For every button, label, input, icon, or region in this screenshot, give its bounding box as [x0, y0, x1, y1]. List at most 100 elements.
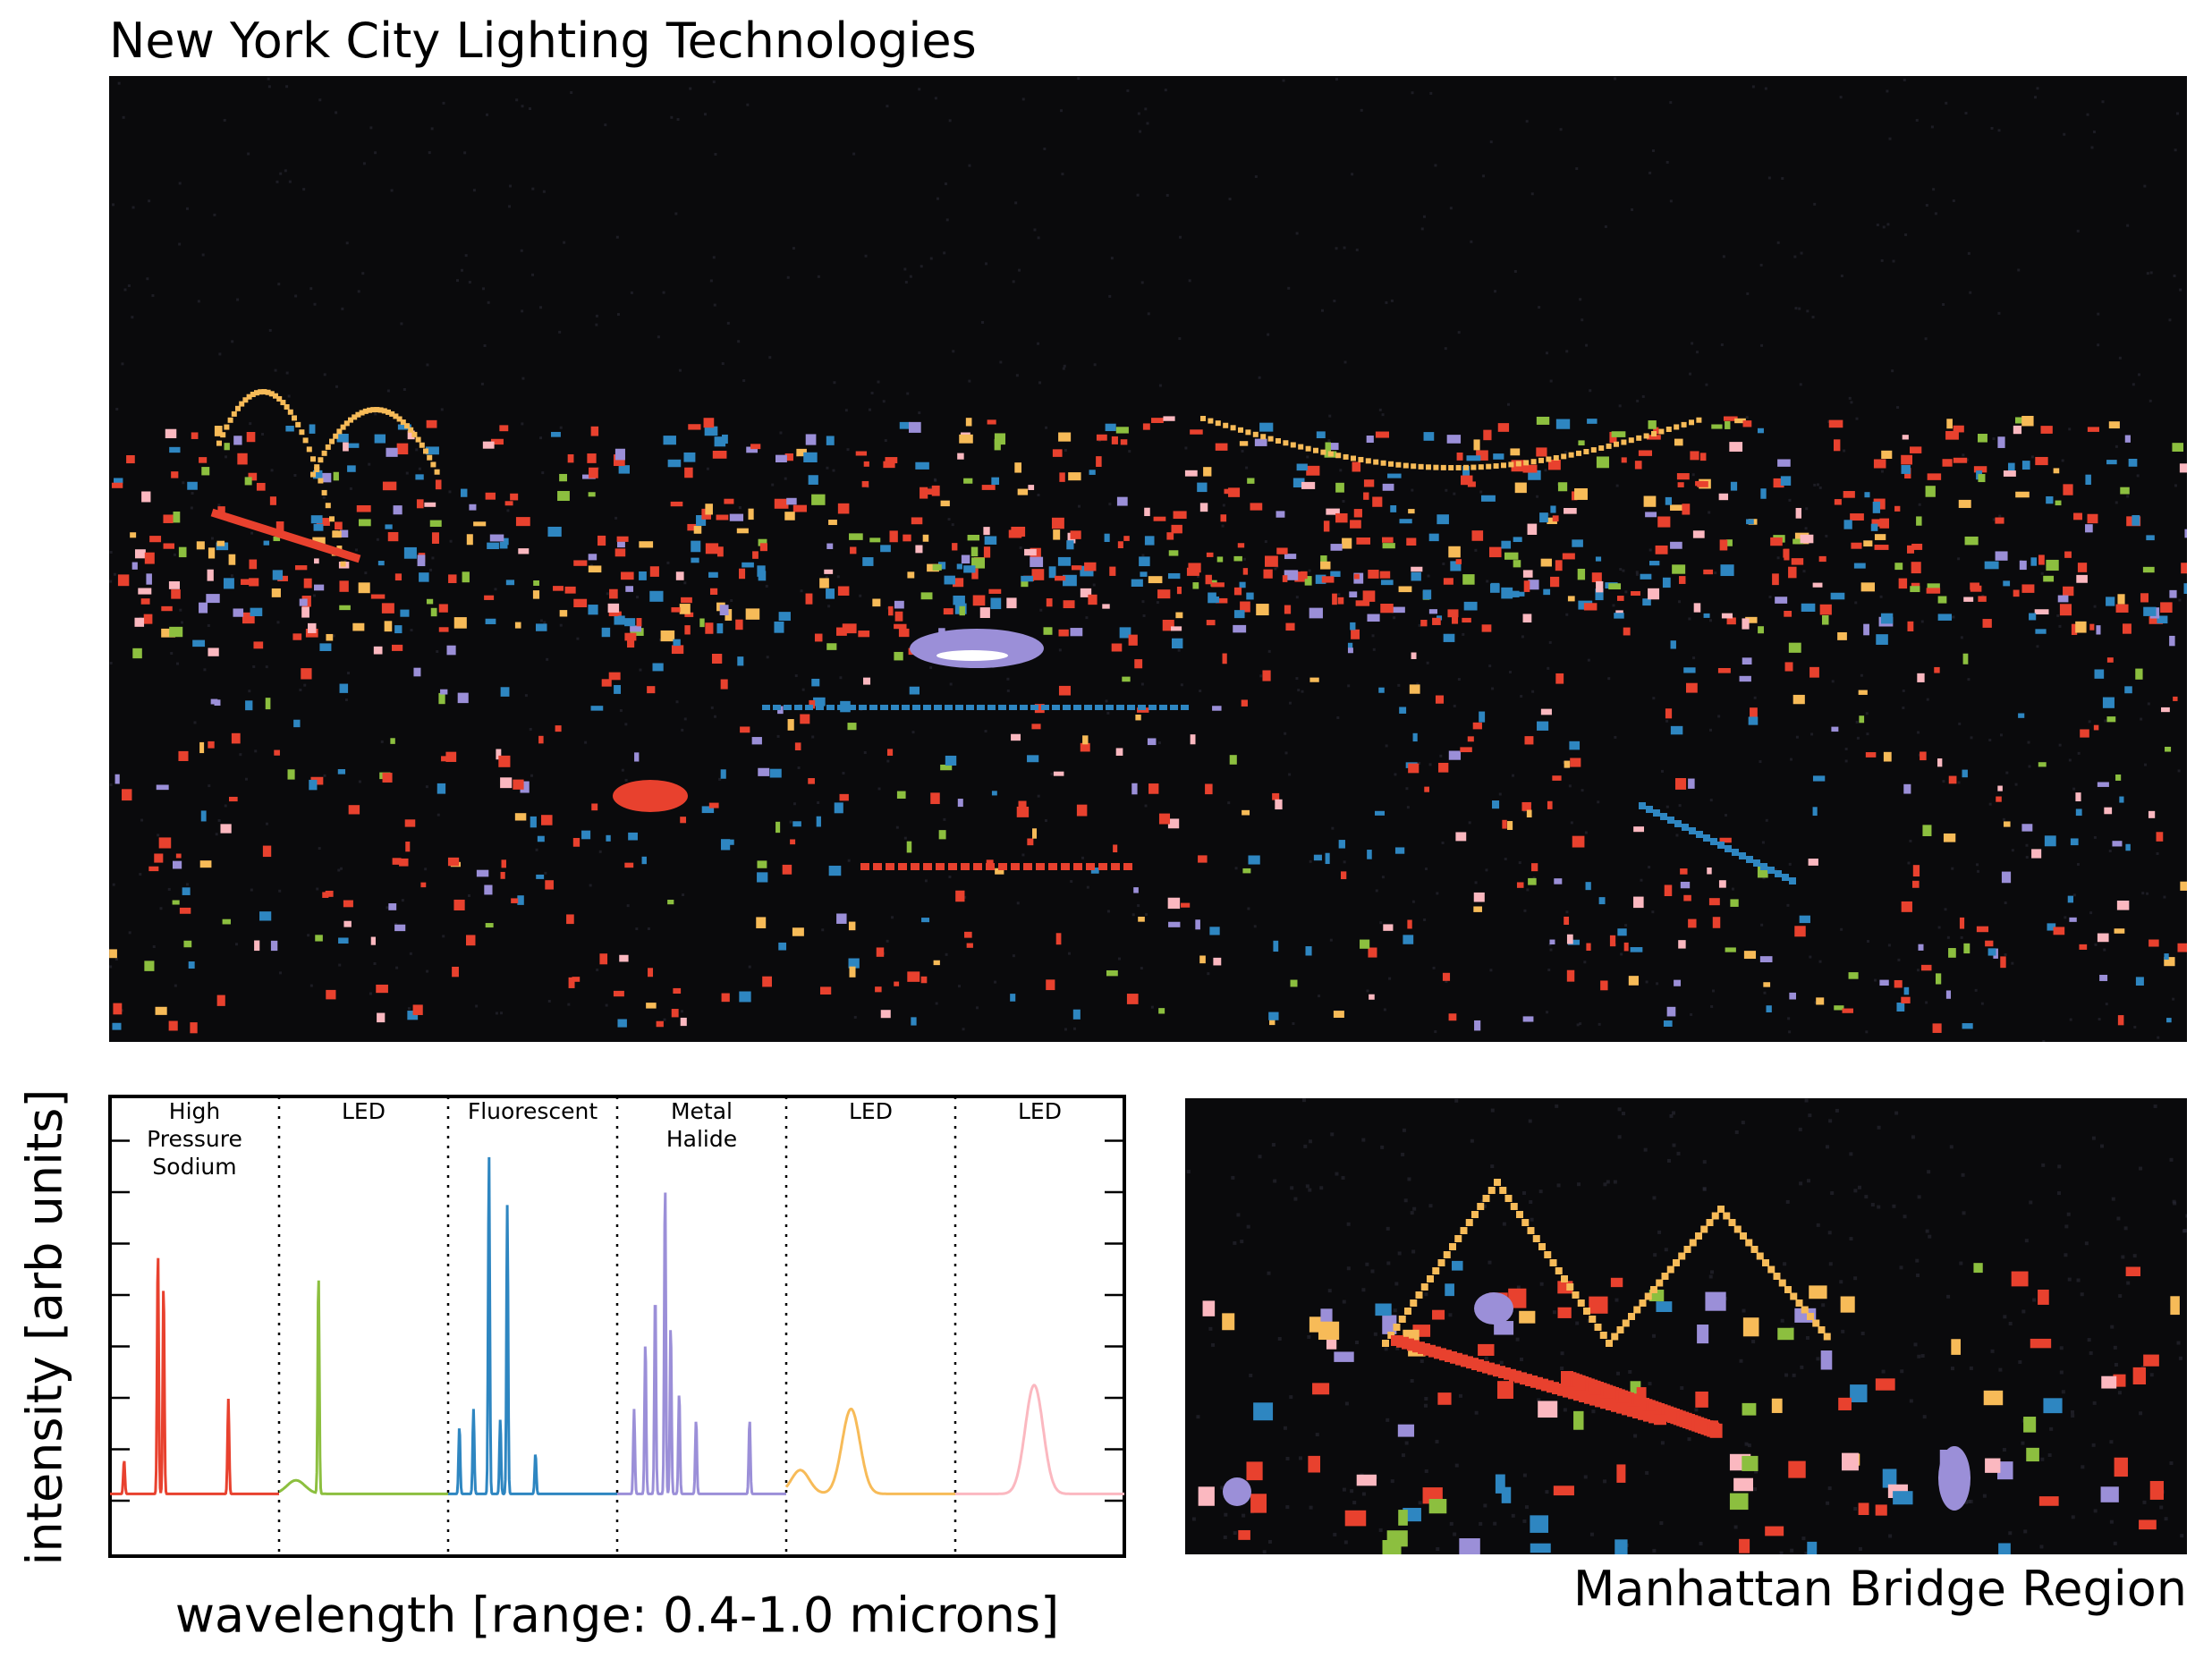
light-source: [358, 519, 371, 527]
light-source: [2053, 927, 2065, 935]
light-source: [2124, 435, 2131, 443]
light-source: [1229, 755, 1237, 765]
light-source: [1240, 601, 1250, 613]
series-line: [110, 1257, 279, 1495]
light-source: [295, 421, 301, 427]
light-source: [400, 609, 410, 617]
light-source: [1703, 569, 1714, 575]
light-source: [518, 548, 530, 554]
light-source: [708, 802, 719, 808]
light-source: [2166, 1018, 2172, 1023]
light-source: [1572, 835, 1585, 848]
light-source: [1046, 598, 1053, 607]
light-source: [269, 496, 276, 505]
light-source: [547, 526, 562, 537]
light-source: [1922, 825, 1932, 836]
light-source: [1703, 613, 1710, 618]
light-source: [338, 937, 349, 944]
light-source: [1408, 509, 1415, 514]
light-source: [775, 454, 787, 463]
light-source: [720, 679, 728, 690]
light-source: [1564, 916, 1570, 926]
light-source: [1819, 604, 1832, 615]
light-source: [1721, 613, 1733, 619]
light-source: [2089, 623, 2095, 631]
light-source: [608, 672, 621, 681]
light-source: [394, 625, 403, 634]
light-source: [263, 540, 270, 546]
light-source: [1072, 1009, 1081, 1020]
light-source: [588, 554, 597, 561]
light-source: [1578, 440, 1585, 446]
light-source: [1717, 1206, 1725, 1213]
light-source: [2063, 484, 2073, 495]
light-source: [1275, 799, 1283, 810]
light-source: [1011, 863, 1020, 870]
light-source: [1674, 778, 1687, 790]
light-source: [1596, 456, 1609, 469]
light-source: [253, 641, 264, 649]
light-source: [826, 543, 834, 549]
light-source: [1842, 1008, 1853, 1013]
light-source: [1239, 581, 1246, 588]
light-source: [1538, 1243, 1546, 1250]
light-source: [1205, 783, 1213, 795]
light-source: [1911, 562, 1921, 574]
light-source: [113, 1003, 123, 1015]
light-source: [796, 448, 807, 457]
light-source: [2080, 729, 2089, 738]
light-source: [1420, 1283, 1428, 1291]
light-source: [837, 705, 845, 710]
light-source: [1368, 570, 1379, 579]
light-source: [1478, 464, 1484, 470]
light-source: [1538, 457, 1544, 463]
light-source: [824, 569, 834, 574]
light-source: [1052, 705, 1060, 710]
city-lighting-map: [109, 76, 2187, 1042]
light-source: [277, 575, 288, 581]
light-source: [1662, 577, 1671, 588]
light-source: [625, 586, 634, 592]
light-source: [1717, 667, 1731, 673]
light-source: [1355, 600, 1370, 606]
light-source: [1170, 705, 1178, 710]
light-source: [630, 628, 644, 636]
light-source: [564, 586, 576, 594]
light-source: [1784, 662, 1793, 672]
light-source: [1843, 491, 1855, 498]
light-source: [313, 523, 324, 531]
light-source: [313, 584, 325, 591]
light-source: [1920, 964, 1932, 971]
light-source: [1707, 867, 1712, 875]
series-label: Metal: [671, 1098, 733, 1124]
light-source: [787, 719, 794, 731]
light-source: [756, 917, 767, 928]
light-source: [971, 568, 979, 580]
light-source: [141, 491, 151, 503]
light-source: [1818, 1326, 1826, 1333]
light-source: [1976, 926, 1989, 933]
light-source: [1433, 464, 1439, 470]
light-source: [1745, 1239, 1753, 1247]
light-source: [1834, 499, 1842, 505]
light-source: [931, 485, 940, 496]
light-source: [1863, 540, 1873, 547]
light-source: [377, 407, 384, 413]
light-source: [2034, 609, 2049, 615]
light-source: [2117, 594, 2125, 605]
light-source: [1140, 571, 1148, 577]
light-source: [407, 430, 415, 440]
light-source: [1267, 436, 1274, 442]
light-source: [1489, 583, 1500, 593]
light-source: [1784, 1286, 1792, 1293]
light-source: [280, 400, 286, 406]
light-source: [1554, 878, 1563, 885]
light-source: [1480, 495, 1496, 502]
light-source: [1978, 474, 1986, 483]
light-source: [1742, 1455, 1759, 1471]
light-source: [2070, 838, 2079, 846]
series-label: LED: [1018, 1098, 1062, 1124]
light-source: [1168, 921, 1181, 927]
light-source: [1167, 897, 1181, 910]
light-source: [1239, 441, 1249, 446]
